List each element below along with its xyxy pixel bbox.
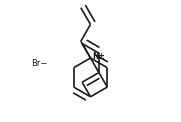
Text: N±: N± bbox=[92, 52, 105, 61]
Text: Br−: Br− bbox=[31, 60, 47, 68]
